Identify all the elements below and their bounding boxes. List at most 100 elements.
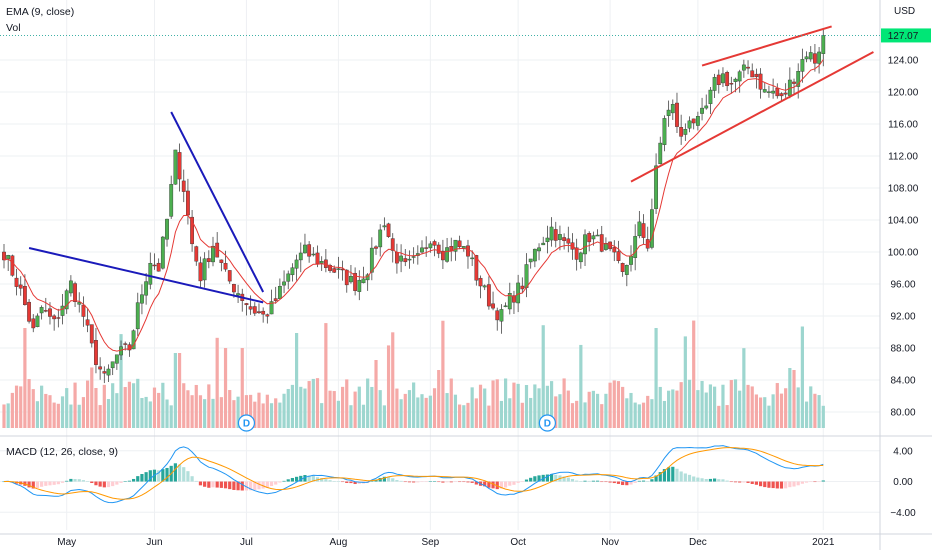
volume-bar [399,399,403,428]
volume-bar [667,390,671,428]
volume-bar [386,345,391,428]
candle-body [219,259,224,263]
candle-body [457,240,462,248]
candle-body [524,264,529,288]
candle-body [478,277,483,287]
macd-tick-label: 0.00 [893,477,913,488]
volume-bar [249,394,253,428]
macd-histogram-bar [629,481,633,485]
volume-bar [700,380,704,428]
price-tick-label: 116.00 [888,120,918,131]
blue-trendline[interactable] [170,111,265,293]
volume-bar [407,390,412,428]
macd-histogram-bar [40,481,44,487]
macd-histogram-bar [186,471,190,482]
candle-body [695,116,700,126]
volume-bar [257,392,261,428]
volume-bar [60,396,65,428]
dividend-marker[interactable] [237,414,256,432]
macd-histogram-bar [616,481,621,484]
macd-histogram-bar [633,481,637,483]
red-trendline[interactable] [630,51,874,183]
macd-histogram-bar [667,467,671,482]
volume-bar [512,382,516,428]
volume-bar [173,353,177,428]
macd-histogram-bar [131,478,136,482]
candle-body [532,248,537,262]
macd-histogram-bar [282,480,286,482]
time-tick-label: Sep [421,537,439,548]
macd-tick-label: 4.00 [893,446,913,457]
macd-histogram-bar [257,481,261,490]
macd-histogram-bar [324,479,328,482]
red-trendline[interactable] [701,25,832,67]
candle-body [60,305,65,316]
candle-body [817,51,822,64]
macd-histogram-bar [704,479,708,482]
candle-body [14,277,19,287]
volume-bar [478,384,483,428]
volume-bar [207,384,211,428]
candle-body [294,259,299,269]
volume-bar [796,387,800,428]
volume-bar [491,380,495,428]
candle-body [265,314,270,317]
macd-indicator-label[interactable]: MACD (12, 26, close, 9) [6,446,119,458]
dividend-marker-label: D [544,419,551,430]
currency-label[interactable]: USD [894,6,916,17]
ema-indicator-label[interactable]: EMA (9, close) [6,6,75,18]
candle-body [729,83,734,85]
dividend-marker[interactable] [538,414,557,432]
candle-body [658,142,663,165]
macd-histogram-bar [784,481,788,489]
volume-bar [704,392,708,428]
volume-bar [395,388,399,428]
candle-body [319,261,324,264]
macd-histogram-bar [119,481,123,483]
last-price-tag[interactable] [881,28,931,43]
candle-body [177,152,182,180]
volume-bar [65,388,69,428]
candle-body [486,284,491,307]
macd-histogram-bar [821,480,825,482]
macd-histogram-bar [441,481,445,483]
macd-histogram-bar [804,481,809,483]
candle-body [307,244,312,257]
candle-body [512,295,516,303]
volume-bar [307,381,311,428]
blue-trendline[interactable] [28,247,264,304]
macd-histogram-bar [399,480,403,482]
volume-bar [86,380,90,428]
candle-body [750,70,755,78]
macd-histogram-bar [416,481,420,483]
volume-indicator-label[interactable]: Vol [6,22,21,34]
macd-histogram-bar [345,481,349,483]
macd-histogram-bar [81,480,86,482]
candle-body [227,270,232,282]
macd-histogram-bar [813,481,817,483]
macd-histogram-bar [35,481,40,489]
macd-histogram-bar [487,481,491,488]
volume-bar [713,386,717,428]
macd-histogram-bar [458,481,462,483]
candle-body [77,302,82,305]
volume-bar [432,388,437,428]
volume-bar [474,398,478,428]
macd-histogram-bar [332,481,336,482]
volume-bar [94,388,98,428]
candle-body [386,223,391,237]
macd-histogram-bar [466,481,470,483]
candle-body [286,273,291,282]
volume-bar [554,396,558,428]
volume-bar [23,328,27,428]
volume-bar [48,395,52,428]
candle-body [549,226,554,241]
volume-bar [600,404,604,428]
candle-body [650,209,654,248]
macd-histogram-bar [198,481,203,486]
volume-bar [211,398,215,428]
volume-bar [788,368,792,428]
candle-body [507,293,512,310]
